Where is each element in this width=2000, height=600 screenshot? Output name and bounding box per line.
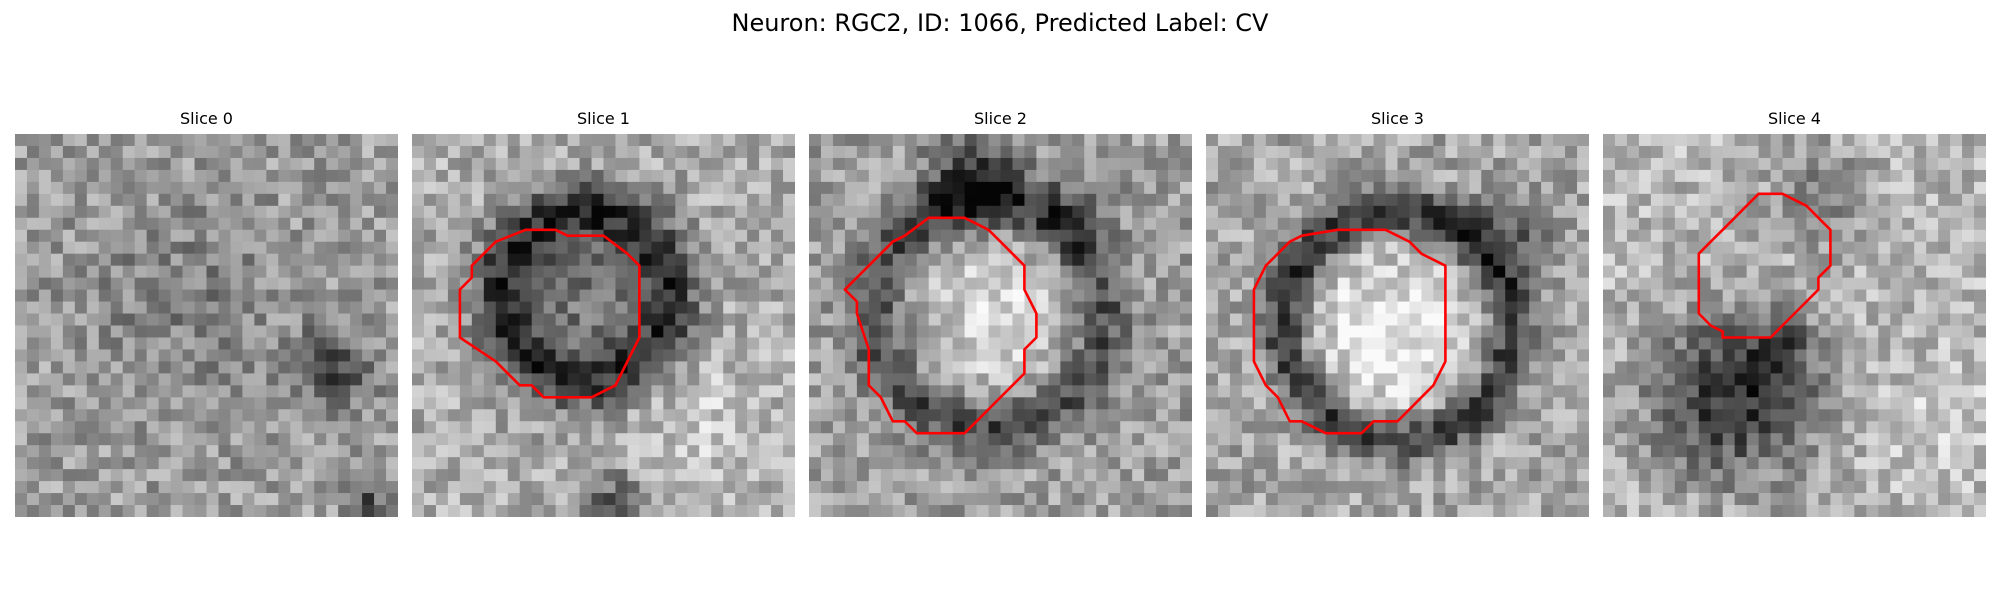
slice-image-3 (1206, 134, 1589, 517)
figure-title: Neuron: RGC2, ID: 1066, Predicted Label:… (0, 6, 2000, 40)
slice-image-2 (809, 134, 1192, 517)
slice-title-1: Slice 1 (412, 107, 795, 131)
pixel-grid-4 (1603, 134, 1986, 517)
pixel-grid-3 (1206, 134, 1589, 517)
slice-image-1 (412, 134, 795, 517)
slice-title-4: Slice 4 (1603, 107, 1986, 131)
pixel-grid-0 (15, 134, 398, 517)
slice-panel-0: Slice 0 (15, 107, 398, 517)
slice-title-2: Slice 2 (809, 107, 1192, 131)
slice-image-4 (1603, 134, 1986, 517)
slice-panel-1: Slice 1 (412, 107, 795, 517)
slice-panel-2: Slice 2 (809, 107, 1192, 517)
pixel-grid-1 (412, 134, 795, 517)
slice-title-0: Slice 0 (15, 107, 398, 131)
slice-title-3: Slice 3 (1206, 107, 1589, 131)
slice-panel-3: Slice 3 (1206, 107, 1589, 517)
slice-panel-4: Slice 4 (1603, 107, 1986, 517)
pixel-grid-2 (809, 134, 1192, 517)
slice-image-0 (15, 134, 398, 517)
